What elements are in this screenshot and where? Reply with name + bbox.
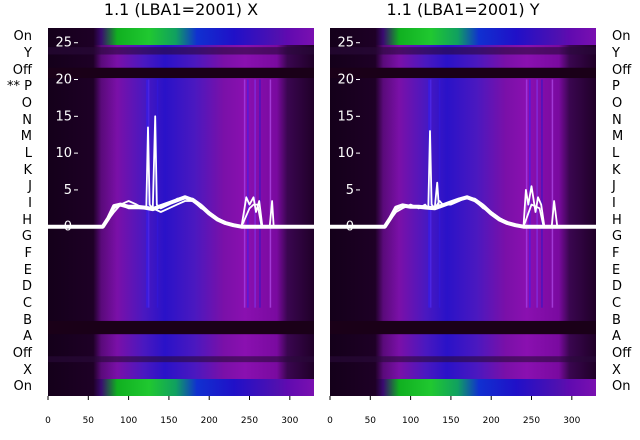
row-label: Off [612, 63, 632, 78]
row-label: D [21, 279, 32, 294]
x-tick-label: 150 [160, 416, 178, 426]
y-tick-label: 10 [55, 146, 72, 161]
row-label: L [24, 146, 32, 161]
y-tick-label: 20 [337, 73, 354, 88]
rfi-streak [551, 79, 554, 308]
y-tick-label: 5 [346, 183, 354, 198]
x-tick-label: 0 [45, 416, 51, 426]
series-line [48, 195, 314, 229]
top-band [330, 28, 596, 45]
rfi-streak [259, 79, 261, 308]
row-label: A [612, 329, 621, 344]
band-separator [48, 47, 314, 55]
x-tick-label: 300 [563, 416, 581, 426]
x-tick-label: 100 [120, 416, 138, 426]
y-tick-label: 15 [55, 109, 72, 124]
rfi-streak [243, 79, 246, 308]
off-band [48, 67, 314, 79]
row-label: K [612, 163, 621, 178]
row-label: On [13, 379, 32, 394]
row-label: On [13, 29, 32, 44]
x-tick-label: 0 [327, 416, 333, 426]
row-label: Off [12, 63, 32, 78]
row-label: P [612, 79, 620, 94]
row-label: C [612, 296, 622, 311]
row-label: Y [24, 46, 32, 61]
row-label: Off [612, 346, 632, 361]
rfi-streak [254, 79, 256, 308]
row-label: A [23, 329, 32, 344]
x-tick-label: 50 [364, 416, 377, 426]
x-tick-label: 100 [402, 416, 420, 426]
row-label: M [20, 129, 32, 144]
row-label: On [612, 29, 631, 44]
rfi-streak [541, 79, 543, 308]
bottom-band [48, 379, 314, 396]
row-label: M [612, 129, 624, 144]
off-band [48, 320, 314, 335]
row-label: B [23, 313, 32, 328]
top-band [48, 28, 314, 45]
rfi-streak [247, 79, 249, 308]
row-label: I [612, 196, 616, 211]
rfi-streak [269, 79, 272, 308]
rfi-streak [156, 79, 159, 308]
y-tick-label: 5 [64, 183, 72, 198]
y-tick-label: 20 [55, 73, 72, 88]
y-tick-label: 25 [337, 36, 354, 51]
row-label: G [612, 229, 623, 244]
row-label: B [612, 313, 621, 328]
panel-title-y: 1.1 (LBA1=2001) Y [386, 0, 540, 19]
x-tick-label: 200 [200, 416, 218, 426]
row-label: G [21, 229, 32, 244]
row-label: ** P [7, 79, 32, 94]
y-tick-label: 10 [337, 146, 354, 161]
rfi-streak [536, 79, 538, 308]
row-label: Y [612, 46, 620, 61]
row-label: O [21, 96, 32, 111]
row-label: H [22, 213, 32, 228]
x-tick-label: 300 [281, 416, 299, 426]
y-tick-label: 25 [55, 36, 72, 51]
row-label: On [612, 379, 631, 394]
panel-title-x: 1.1 (LBA1=2001) X [103, 0, 259, 19]
off-band [330, 67, 596, 79]
y-tick-label: 15 [337, 109, 354, 124]
band-separator [48, 356, 314, 363]
row-label: O [612, 96, 623, 111]
row-label: I [28, 196, 32, 211]
row-label: E [23, 263, 32, 278]
row-label: J [28, 179, 32, 194]
x-tick-label: 250 [240, 416, 259, 426]
row-label: H [612, 213, 622, 228]
row-label: X [612, 363, 621, 378]
row-label: N [22, 113, 32, 128]
row-label: C [22, 296, 32, 311]
bottom-band [330, 379, 596, 396]
row-label: L [612, 146, 620, 161]
series-line [330, 195, 596, 229]
band-separator [330, 47, 596, 55]
spectrum-background [48, 28, 314, 396]
x-tick-label: 50 [82, 416, 95, 426]
row-label: F [24, 246, 32, 261]
row-label: D [612, 279, 623, 294]
row-label: N [612, 113, 622, 128]
rfi-streak [438, 79, 441, 308]
row-label: E [612, 263, 621, 278]
band-separator [330, 356, 596, 363]
row-label: J [612, 179, 616, 194]
row-label: K [23, 163, 32, 178]
x-tick-label: 250 [522, 416, 541, 426]
x-tick-label: 200 [482, 416, 500, 426]
x-tick-label: 150 [442, 416, 460, 426]
row-label: F [612, 246, 620, 261]
row-label: X [23, 363, 32, 378]
off-band [330, 320, 596, 335]
row-label: Off [12, 346, 32, 361]
